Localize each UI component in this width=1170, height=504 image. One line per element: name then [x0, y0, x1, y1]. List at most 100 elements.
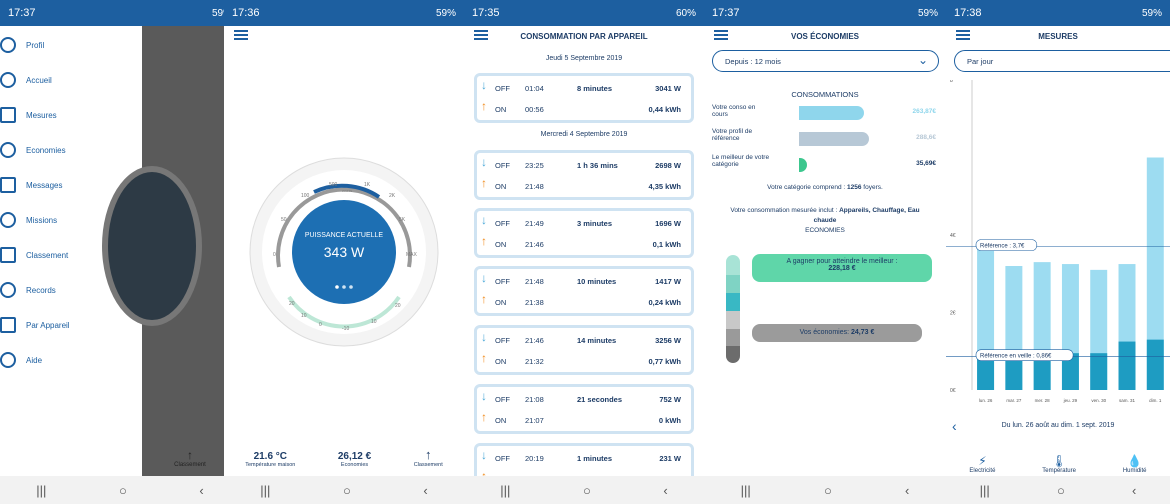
bar-veille [1061, 353, 1079, 390]
reference-veille-line-label: Référence en veille : 0,86€ [980, 354, 1052, 360]
dial-tick: 5K [399, 217, 406, 223]
appliance-card[interactable]: ↓ OFF 21:46 14 minutes 3256 W ↑ ON 21:32 0,77 kW… [474, 325, 694, 375]
row-value: 263,87€ [912, 108, 937, 115]
tab-electricite[interactable]: ⚡ Electricité [969, 454, 995, 474]
gain-label: A gagner pour atteindre le meilleur : [786, 258, 898, 265]
stat-temperature[interactable]: 21.6 °C Température maison [245, 451, 295, 468]
tab-humidite[interactable]: 💧 Humidité [1123, 454, 1147, 474]
bar-veille [1090, 353, 1108, 390]
back-icon[interactable]: ‹ [199, 482, 204, 498]
bar-veille [977, 353, 995, 390]
menu-item-missions[interactable]: Missions [0, 209, 142, 231]
android-nav-bar: ||| ○ ‹ [224, 476, 464, 504]
stat-label: Economies [340, 462, 369, 468]
off-label: OFF [495, 454, 510, 463]
home-icon[interactable]: ○ [118, 482, 127, 498]
back-icon[interactable]: ‹ [663, 482, 668, 498]
conso-bar [799, 106, 864, 120]
stat-value: 21.6 °C [253, 451, 288, 462]
arrow-up-icon: ↑ [481, 351, 487, 365]
back-icon[interactable]: ‹ [905, 482, 910, 498]
back-icon[interactable]: ‹ [423, 482, 428, 498]
arrow-up-icon: ↑ [481, 99, 487, 113]
on-label: ON [495, 182, 507, 191]
menu-item-records[interactable]: Records [0, 279, 142, 301]
kwh: 4,35 kWh [648, 182, 681, 191]
appliance-card[interactable]: ↓ OFF 01:04 8 minutes 3041 W ↑ ON 00:56 0,44 kWh [474, 73, 694, 123]
hamburger-icon[interactable] [956, 30, 970, 40]
dial-value: 343 W [324, 244, 365, 260]
off-time: 20:19 [525, 454, 544, 463]
period-select[interactable]: Depuis : 12 mois ⌄ [712, 50, 939, 72]
thermometer-icon: 🌡 [1051, 454, 1067, 468]
arrow-up-icon: ↑ [481, 292, 487, 306]
reference-veille-line-badge [975, 349, 1074, 361]
row-label: Le meilleur de votre catégorie [712, 154, 770, 168]
recent-apps-icon[interactable]: ||| [740, 482, 751, 498]
date-header: Mercredi 4 Septembre 2019 [540, 131, 628, 138]
dial-tick: MAX [406, 252, 418, 258]
gain-value: 228,18 € [828, 265, 856, 272]
menu-item-mesures[interactable]: Mesures [0, 104, 142, 126]
hamburger-icon[interactable] [474, 30, 488, 40]
appliance-card[interactable]: ↓ OFF 21:48 10 minutes 1417 W ↑ ON 21:38 0,24 kW… [474, 266, 694, 316]
x-tick-label: sam. 31 [1119, 398, 1136, 403]
row-label: Votre conso en cours [712, 104, 756, 118]
monkey-icon [0, 37, 16, 53]
temp-tick: 10 [371, 319, 377, 325]
watts: 231 W [659, 454, 681, 463]
stat-economies[interactable]: 26,12 € Economies [338, 451, 371, 468]
stat-classement[interactable]: ↑ Classement [414, 447, 443, 468]
recent-apps-icon[interactable]: ||| [36, 482, 47, 498]
android-nav-bar: ||| ○ ‹ [946, 476, 1170, 504]
stat-label: Température maison [245, 462, 296, 468]
menu-label: Economies [26, 145, 66, 155]
recent-apps-icon[interactable]: ||| [979, 482, 990, 498]
temp-tick: 0 [319, 322, 322, 328]
menu-label: Classement [26, 250, 69, 260]
menu-item-messages[interactable]: Messages [0, 174, 142, 196]
dimmed-classement: ↑ Classement [160, 448, 220, 468]
hamburger-icon[interactable] [714, 30, 728, 40]
menu-item-accueil[interactable]: Accueil [0, 69, 142, 91]
on-time: 21:38 [525, 298, 544, 307]
off-label: OFF [495, 336, 510, 345]
off-time: 21:48 [525, 277, 544, 286]
menu-item-profil[interactable]: Profil [0, 34, 142, 56]
home-icon[interactable]: ○ [1056, 482, 1065, 498]
recent-apps-icon[interactable]: ||| [260, 482, 271, 498]
menu-item-aide[interactable]: Aide [0, 349, 142, 371]
appliance-card[interactable]: ↓ OFF 23:25 1 h 36 mins 2698 W ↑ ON 21:48 4,35 k… [474, 150, 694, 200]
menu-item-par-appareil[interactable]: Par Appareil [0, 314, 142, 336]
android-nav-bar: ||| ○ ‹ [0, 476, 240, 504]
granularity-select[interactable]: Par jour [954, 50, 1170, 72]
appliance-card[interactable]: ↓ OFF 21:08 21 secondes 752 W ↑ ON 21:07 0 kWh [474, 384, 694, 434]
back-icon[interactable]: ‹ [1132, 482, 1137, 498]
off-time: 21:08 [525, 395, 544, 404]
on-time: 21:48 [525, 182, 544, 191]
appliance-card[interactable]: ↓ OFF 21:49 3 minutes 1696 W ↑ ON 21:46 0,1 kWh [474, 208, 694, 258]
off-label: OFF [495, 277, 510, 286]
drawer-overlay[interactable] [102, 26, 240, 476]
menu-item-economies[interactable]: Economies [0, 139, 142, 161]
arrow-down-icon: ↓ [481, 78, 487, 92]
recent-apps-icon[interactable]: ||| [500, 482, 511, 498]
menu-label: Aide [26, 355, 43, 365]
hamburger-icon[interactable] [234, 30, 248, 40]
bottom-tabs: ⚡ Electricité 🌡 Température 💧 Humidité [946, 454, 1170, 474]
home-icon[interactable]: ○ [582, 482, 591, 498]
on-row: ↑ ON 21:48 4,35 kWh [477, 176, 691, 198]
on-label: ON [495, 240, 507, 249]
tab-temperature[interactable]: 🌡 Température [1042, 454, 1076, 474]
dial-tick: 0 [273, 252, 276, 258]
home-icon[interactable]: ○ [823, 482, 832, 498]
menu-item-classement[interactable]: Classement [0, 244, 142, 266]
on-label: ON [495, 416, 507, 425]
home-icon[interactable]: ○ [342, 482, 351, 498]
section-title: CONSOMMATIONS [791, 90, 859, 99]
status-time: 17:38 [954, 7, 982, 19]
chevron-left-icon[interactable]: ‹ [952, 418, 957, 434]
status-bar: 17:36 59% [224, 0, 464, 26]
bar-chart: 0€ 2€ 4€ 8 lun. 26 mar. 27 mer. 28 jeu. 29 ven. … [946, 80, 1170, 403]
arrow-down-icon: ↓ [481, 271, 487, 285]
